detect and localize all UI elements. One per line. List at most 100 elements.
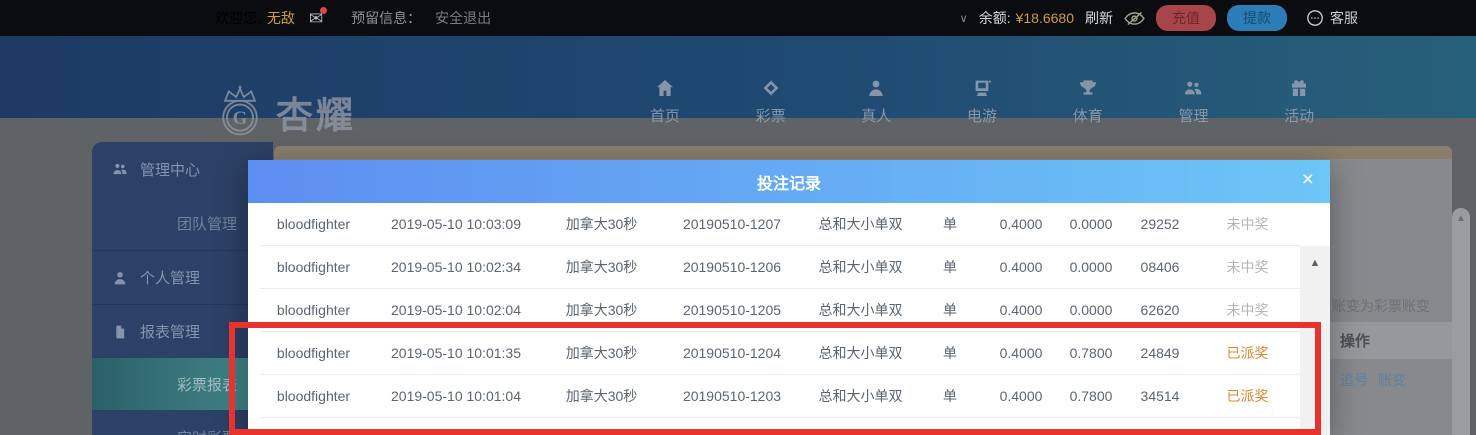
sidebar-item-label: 彩票报表 [177,376,238,394]
sidebar-item-personal-management[interactable]: 个人管理 [92,250,273,304]
background-table-header-strip [274,146,1452,159]
balance-label: 余额: [978,10,1011,26]
cell-play: 总和大小单双 [806,203,915,246]
cell-status: 未中奖 [1195,203,1300,246]
sidebar-item-report-management[interactable]: 报表管理 [92,304,273,358]
sidebar-item-label: 管理中心 [140,161,201,179]
account-change-note: 账变为彩票账变 [1332,298,1430,314]
cell-lottery: 加拿大30秒 [545,245,658,289]
nav-bar: G 杏耀 首页 彩票 真人 电游 体育 管理 活动 [0,36,1476,136]
cell-lottery: 加拿大30秒 [545,203,658,246]
bet-row: bloodfighter 2019-05-10 10:02:34 加拿大30秒 201… [260,245,1300,289]
top-bar-left: 欢迎您, 无敌 ✉ 预留信息： 安全退出 [215,0,491,36]
nav-item-activity[interactable]: 活动 [1246,78,1352,126]
welcome-label: 欢迎您, [215,10,261,26]
cell-play: 总和大小单双 [806,245,915,289]
operation-column-header: 操作 [1330,322,1452,360]
cell-amount: 0.4000 [985,245,1057,289]
sidebar-item-management-center[interactable]: 管理中心 [92,142,273,196]
cell-payout: 0.7800 [1057,374,1125,418]
modal-title: 投注记录 [756,175,821,193]
operation-links: 追号 账变 [1340,370,1406,390]
brand-logo[interactable]: G 杏耀 [212,84,356,140]
nav-item-home[interactable]: 首页 [612,78,718,126]
cell-bet_type: 单 [915,331,985,375]
brand-name: 杏耀 [276,95,356,136]
nav-item-label: 电游 [967,108,998,125]
nav-item-label: 彩票 [755,108,786,125]
cell-result: 34514 [1125,374,1195,418]
svg-text:G: G [233,108,248,129]
nav-item-lottery[interactable]: 彩票 [718,78,824,126]
page-scroll-up-icon[interactable]: ▲ [1456,213,1466,224]
cell-issue: 20190510-1203 [658,374,806,418]
cell-username: bloodfighter [260,203,367,246]
bet-row: bloodfighter 2019-05-10 10:03:09 加拿大30秒 201… [260,203,1300,246]
nav-item-label: 首页 [649,108,680,125]
customer-service-button[interactable]: 客服 [1306,8,1358,28]
sidebar-item-label: 报表管理 [140,324,201,341]
cell-time: 2019-05-10 10:03:09 [367,203,545,246]
sidebar-item-realtime-lottery-report[interactable]: 实时彩票报表 [92,410,273,435]
sidebar-item-lottery-report[interactable]: 彩票报表 [92,358,273,410]
sidebar-item-label: 实时彩票报表 [177,427,267,435]
modal-scroll-up-icon[interactable]: ▲ [1309,257,1321,269]
cell-status: 已派奖 [1195,374,1300,418]
cell-payout: 0.7800 [1057,331,1125,375]
users-icon [113,163,127,175]
account-change-link[interactable]: 账变 [1378,372,1406,388]
mail-icon[interactable]: ✉ [309,6,328,27]
nav-item-egames[interactable]: 电游 [929,78,1035,126]
sidebar-item-team-management[interactable]: 团队管理 [92,196,273,250]
slot-icon [975,80,992,96]
eye-slash-icon[interactable] [1124,11,1145,26]
username: 无敌 [266,10,295,26]
cell-username: bloodfighter [260,331,367,375]
safe-logout-link[interactable]: 安全退出 [435,10,492,26]
cell-bet_type: 单 [915,374,985,418]
recharge-button[interactable]: 充值 [1156,5,1216,31]
mail-badge-dot [320,6,328,14]
sidebar: 管理中心团队管理个人管理报表管理彩票报表实时彩票报表 [92,142,273,435]
chat-icon [1306,9,1324,27]
cell-status: 未中奖 [1195,245,1300,289]
page-scrollbar[interactable]: ▲ [1452,208,1470,435]
cell-payout: 0.0000 [1057,245,1125,289]
cell-time: 2019-05-10 10:02:34 [367,245,545,289]
person-icon [869,80,883,96]
nav-item-manage[interactable]: 管理 [1141,78,1247,126]
cell-bet_type: 单 [915,203,985,246]
close-icon[interactable]: × [1301,168,1314,191]
cell-payout: 0.0000 [1057,203,1125,246]
nav-item-label: 管理 [1178,108,1209,125]
cell-username: bloodfighter [260,245,367,289]
home-icon [656,80,673,96]
cell-play: 总和大小单双 [806,374,915,418]
nav-item-label: 体育 [1072,108,1103,125]
customer-service-label: 客服 [1330,10,1358,26]
cell-amount: 0.4000 [985,203,1057,246]
cell-play: 总和大小单双 [806,331,915,375]
cell-issue: 20190510-1207 [658,203,806,246]
nav-item-live[interactable]: 真人 [823,78,929,126]
cell-result: 29252 [1125,203,1195,246]
refresh-button[interactable]: 刷新 [1085,10,1113,26]
chase-number-link[interactable]: 追号 [1340,372,1368,388]
cell-amount: 0.4000 [985,374,1057,418]
nav-item-label: 活动 [1284,108,1315,125]
gift-icon [1292,80,1307,96]
cell-status: 已派奖 [1195,331,1300,375]
top-bar: 欢迎您, 无敌 ✉ 预留信息： 安全退出 ∨ 余额: ¥18.6680 刷新 充… [0,0,1476,36]
balance-chevron-icon[interactable]: ∨ [959,12,968,25]
cell-bet_type: 单 [915,245,985,289]
withdraw-button[interactable]: 提款 [1227,5,1287,31]
cell-amount: 0.4000 [985,331,1057,375]
users-icon [1185,81,1202,95]
top-bar-right: ∨ 余额: ¥18.6680 刷新 充值 提款 [960,0,1358,36]
reserved-info-label: 预留信息： [351,10,422,26]
bet-records-modal: 投注记录 × bloodfighter 2019-05-10 10:03:09 加拿… [248,160,1330,435]
nav-item-sports[interactable]: 体育 [1035,78,1141,126]
cell-issue: 20190510-1204 [658,331,806,375]
cell-username: bloodfighter [260,374,367,418]
